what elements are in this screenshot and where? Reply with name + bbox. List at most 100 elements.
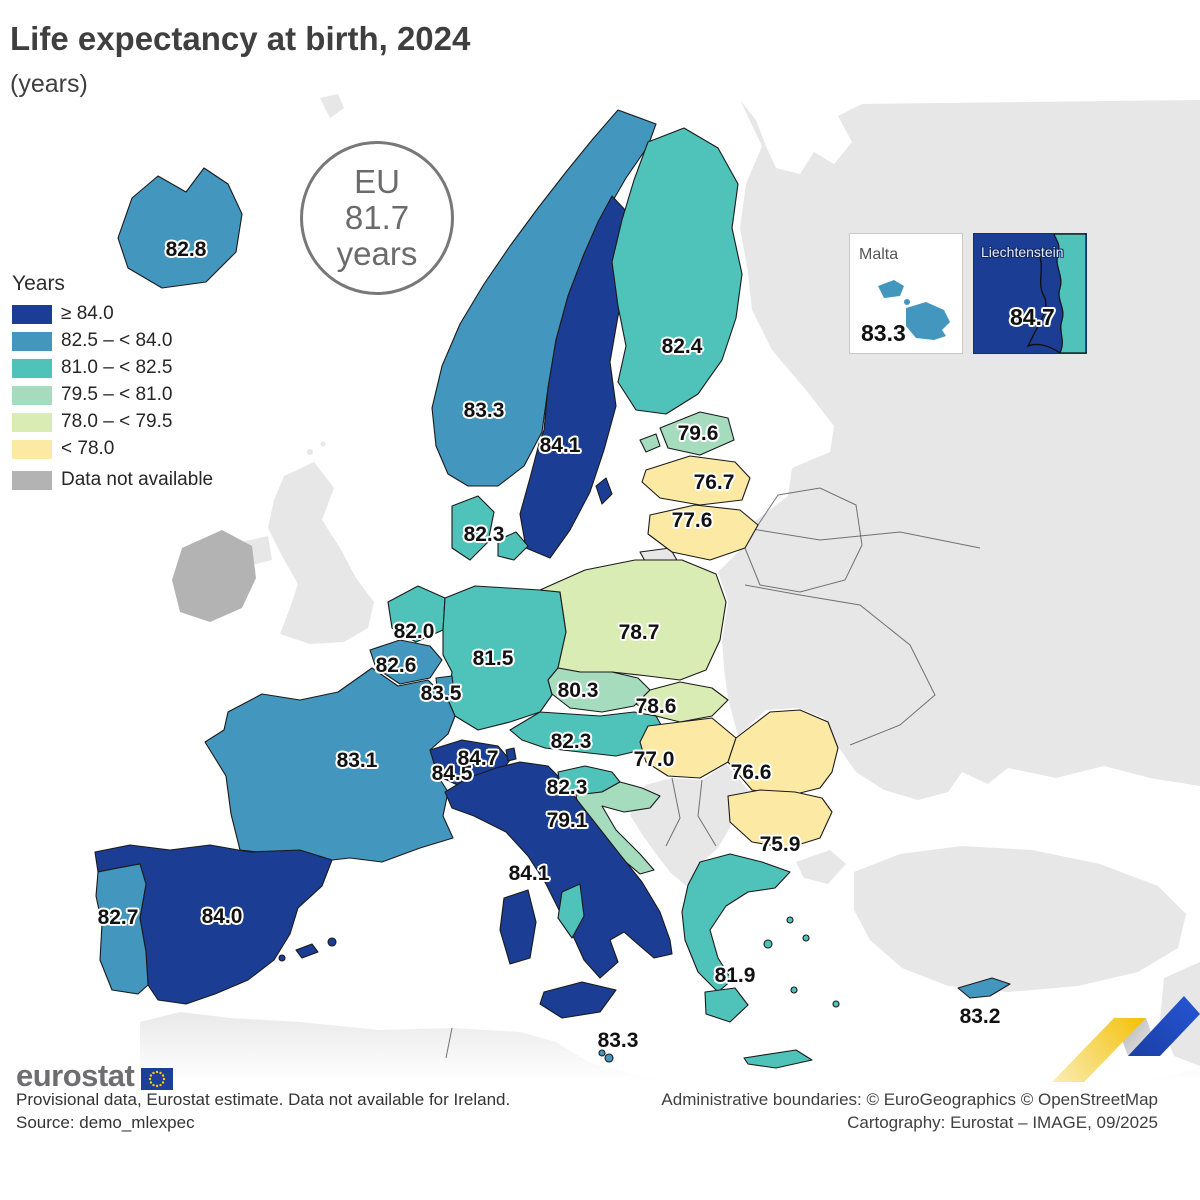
legend-class-4-label: 78.0 – < 79.5 xyxy=(61,411,173,432)
island-aegean-4 xyxy=(790,986,798,994)
value-label-norway: 83.3 xyxy=(463,399,505,422)
legend-class-5: < 78.0 xyxy=(12,438,213,460)
border-morocco-algeria xyxy=(445,1027,453,1059)
island-aegean-3 xyxy=(802,934,810,942)
eu-badge-region: EU xyxy=(354,162,400,200)
page-title: Life expectancy at birth, 2024 xyxy=(10,20,471,57)
country-lithuania xyxy=(647,504,759,561)
value-label-bulgaria: 75.9 xyxy=(759,833,801,856)
island-mallorca xyxy=(295,943,319,959)
footer-attribution-cartography: Cartography: Eurostat – IMAGE, 09/2025 xyxy=(847,1113,1158,1133)
country-denmark xyxy=(451,495,495,561)
value-label-croatia: 79.1 xyxy=(546,809,588,832)
country-ireland-no-data xyxy=(172,530,256,622)
border-balkans-2 xyxy=(697,779,717,847)
landmass-united-kingdom xyxy=(268,462,374,644)
island-zealand xyxy=(497,531,529,561)
island-ibiza xyxy=(278,954,286,962)
landmass-turkey xyxy=(854,846,1186,992)
legend-class-1-label: 82.5 – < 84.0 xyxy=(61,330,173,351)
country-belgium xyxy=(369,639,443,685)
country-bulgaria xyxy=(727,789,833,849)
footer-attribution: Administrative boundaries: © EuroGeograp… xyxy=(661,1088,1158,1135)
eu-badge-value: 81.7 xyxy=(344,198,410,236)
value-label-iceland: 82.8 xyxy=(165,238,207,261)
island-gotland xyxy=(595,477,613,505)
country-iceland xyxy=(117,167,243,289)
country-estonia xyxy=(659,411,735,456)
legend-rows: ≥ 84.0 82.5 – < 84.0 81.0 – < 82.5 79.5 – <… xyxy=(12,303,213,491)
eu-average-badge: EU 81.7 years xyxy=(300,141,454,295)
value-label-luxembourg: 83.5 xyxy=(420,682,462,705)
inset-liechtenstein: Liechtenstein 84.7 xyxy=(973,233,1087,354)
island-comino-inset xyxy=(904,299,910,305)
legend-class-1: 82.5 – < 84.0 xyxy=(12,330,213,352)
country-romania xyxy=(727,709,839,797)
inset-liechtenstein-value: 84.7 xyxy=(1010,304,1055,330)
value-label-france: 83.1 xyxy=(336,749,378,772)
value-label-spain: 84.0 xyxy=(201,905,243,928)
country-slovakia xyxy=(635,681,729,723)
legend-class-0-swatch xyxy=(12,304,52,324)
legend-no-data: Data not available xyxy=(12,469,213,491)
landmass-north-africa xyxy=(140,1012,1200,1098)
island-rhodes xyxy=(832,1000,840,1008)
eu-flag-icon xyxy=(141,1068,174,1090)
island-sicily xyxy=(539,981,617,1019)
page-subtitle: (years) xyxy=(10,70,88,98)
footer-note-source: Source: demo_mlexpec xyxy=(16,1113,195,1132)
legend-class-3-swatch xyxy=(12,385,52,405)
footer-attribution-boundaries: Administrative boundaries: © EuroGeograp… xyxy=(661,1090,1158,1109)
country-czechia xyxy=(547,667,651,713)
value-label-germany: 81.5 xyxy=(472,647,514,670)
legend-class-3: 79.5 – < 81.0 xyxy=(12,384,213,406)
landmass-east-europe xyxy=(718,100,1200,800)
country-cyprus xyxy=(957,977,1011,999)
inset-liechtenstein-label: Liechtenstein xyxy=(981,244,1064,260)
value-label-belgium: 82.6 xyxy=(375,654,417,677)
legend-class-0: ≥ 84.0 xyxy=(12,303,213,325)
legend-class-4: 78.0 – < 79.5 xyxy=(12,411,213,433)
value-label-latvia: 76.7 xyxy=(693,471,735,494)
legend-no-data-label: Data not available xyxy=(61,469,214,490)
value-label-finland: 82.4 xyxy=(661,335,703,358)
inset-malta-label: Malta xyxy=(859,246,899,263)
island-gozo-inset xyxy=(878,280,904,298)
border-ukraine xyxy=(744,584,936,746)
value-label-netherlands: 82.0 xyxy=(393,620,435,643)
border-belarus xyxy=(744,487,863,593)
liechtenstein-border-inset xyxy=(1026,251,1061,353)
value-label-italy: 84.1 xyxy=(508,862,550,885)
value-label-hungary: 77.0 xyxy=(633,748,675,771)
eurostat-logo: eurostat xyxy=(16,1058,174,1094)
value-label-sweden: 84.1 xyxy=(539,434,581,457)
legend-class-1-swatch xyxy=(12,331,52,351)
liechtenstein-inset-map xyxy=(1026,234,1086,353)
image-ribbon-decoration xyxy=(1052,996,1200,1082)
legend-title: Years xyxy=(12,272,65,295)
value-label-slovakia: 78.6 xyxy=(635,695,677,718)
value-label-switzerland: 84.5 xyxy=(431,762,473,785)
island-saaremaa xyxy=(639,433,661,453)
value-label-portugal: 82.7 xyxy=(97,906,139,929)
legend-class-3-label: 79.5 – < 81.0 xyxy=(61,384,173,405)
landmass-hebrides xyxy=(307,449,313,455)
malta-inset-map xyxy=(878,280,950,340)
eurostat-logo-text: eurostat xyxy=(16,1058,135,1093)
island-menorca xyxy=(327,937,337,947)
legend-class-0-label: ≥ 84.0 xyxy=(61,303,114,324)
country-italy xyxy=(444,761,673,979)
island-aegean-1 xyxy=(763,939,773,949)
island-malta-map xyxy=(604,1053,614,1063)
inset-malta: Malta 83.3 xyxy=(849,233,963,354)
legend-no-data-swatch xyxy=(12,470,52,490)
island-crete xyxy=(743,1049,813,1069)
peninsula-peloponnese xyxy=(704,987,749,1023)
footer-note-provisional: Provisional data, Eurostat estimate. Dat… xyxy=(16,1090,511,1109)
value-label-liechtenstein: 84.7 xyxy=(457,747,499,770)
value-label-poland: 78.7 xyxy=(618,621,660,644)
country-poland xyxy=(539,559,727,681)
country-germany xyxy=(442,585,567,731)
